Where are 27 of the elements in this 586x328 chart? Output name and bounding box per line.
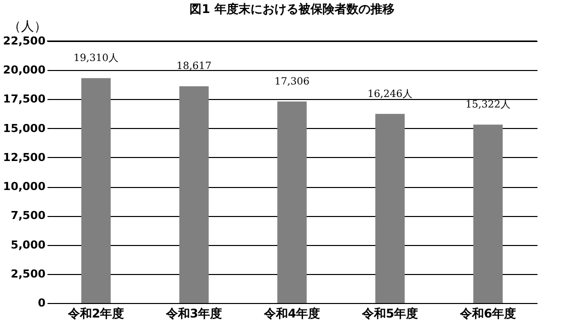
y-tick-label: 5,000: [10, 238, 46, 252]
x-tick-label: 令和3年度: [164, 306, 222, 320]
y-tick-label: 10,000: [3, 180, 46, 194]
y-tick-label: 17,500: [3, 92, 46, 106]
bar: [375, 114, 405, 303]
x-tick-label: 令和6年度: [458, 306, 516, 320]
y-tick-label: 20,000: [3, 64, 46, 77]
bar: [277, 101, 307, 303]
bar: [473, 124, 503, 303]
bar: [81, 78, 111, 303]
y-tick-label: 2,500: [10, 267, 46, 280]
x-tick-label: 令和4年度: [262, 306, 320, 320]
y-axis-title: （人）: [8, 20, 47, 34]
data-label: 17,306: [274, 76, 310, 88]
bar: [179, 86, 209, 303]
y-tick-label: 0: [38, 296, 46, 310]
y-tick-label: 22,500: [3, 34, 46, 48]
y-tick-label: 12,500: [3, 150, 46, 164]
data-label: 16,246人: [368, 88, 412, 100]
data-label: 18,617: [176, 61, 212, 72]
chart-title: 図1 年度末における被保険者数の推移: [190, 2, 394, 16]
y-tick-label: 7,500: [10, 209, 46, 222]
x-tick-label: 令和5年度: [360, 306, 418, 320]
y-tick-label: 15,000: [3, 122, 46, 135]
data-label: 19,310人: [74, 53, 118, 64]
data-label: 15,322人: [466, 100, 510, 111]
x-tick-label: 令和2年度: [66, 306, 124, 320]
